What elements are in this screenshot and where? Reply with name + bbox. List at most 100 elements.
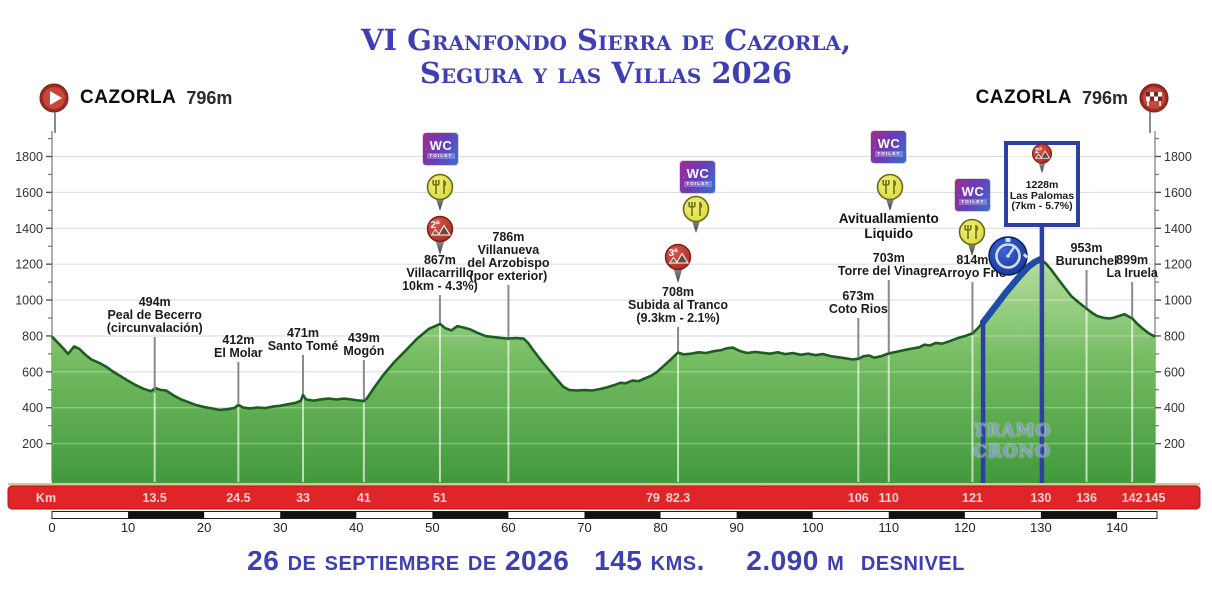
marker-label-line: La Iruela: [1106, 266, 1158, 280]
marker-label-villacarrillo: 867m Villacarrillo 10km - 4.3%): [402, 254, 478, 293]
feed-station-pin-icon: [958, 218, 986, 256]
time-trial-section-label: TRAMO CRONO: [973, 421, 1052, 463]
ruler-number: 60: [501, 520, 515, 535]
page-title: VI Granfondo Sierra de Cazorla, Segura y…: [361, 24, 851, 90]
km-bar: [7, 485, 1201, 510]
person-icon: [873, 146, 875, 148]
category-text: 3ª: [669, 248, 679, 259]
km-bar-value: 130: [1030, 491, 1051, 505]
event-date: 26 de septiembre de 2026: [247, 545, 570, 576]
las-palomas-label-line: (7km - 5.7%): [1011, 200, 1073, 212]
marker-label-arroyo-frio: 814m Arroyo Frio: [938, 254, 1006, 280]
marker-label-line: Subida al Tranco: [628, 298, 729, 312]
start-icon: [39, 83, 69, 113]
ruler-number: 120: [954, 520, 976, 535]
wc-toilet-icon: WC TOILET: [954, 179, 990, 211]
y-axis-label: 600: [22, 365, 43, 379]
marker-label-line: 814m: [956, 253, 989, 267]
feed-station-pin: [426, 173, 454, 218]
km-bar-value: 24.5: [226, 491, 250, 505]
las-palomas-summit-box: 2ª 1228m Las Palomas (7km - 5.7%): [1004, 141, 1080, 227]
y-axis-label: 1600: [1164, 186, 1192, 200]
y-axis-label: 1400: [15, 222, 43, 236]
marker-label-line: 953m: [1070, 241, 1103, 255]
marker-label-burunchel: 953m Burunchel: [1056, 242, 1118, 268]
toilet-text: TOILET: [875, 150, 903, 158]
wc-text: WC: [961, 183, 985, 199]
checkered-flag-icon: [1146, 92, 1162, 106]
km-bar-value: 41: [357, 491, 371, 505]
y-axis-label: 1000: [1164, 294, 1192, 308]
feed-station-pin: [876, 173, 904, 218]
finish-icon: [1139, 83, 1169, 113]
marker-label-line: 867m: [423, 253, 456, 267]
km-bar-value: 121: [962, 491, 983, 505]
ruler-black-segment: [432, 511, 509, 519]
marker-label-line: Coto Rios: [828, 302, 888, 316]
marker-label-santo-tome: 471m Santo Tomé: [268, 327, 339, 353]
mountain-pin: 3ª: [664, 243, 692, 290]
marker-label-line: Mogón: [343, 344, 385, 358]
y-axis-label: 1000: [15, 294, 43, 308]
marker-label-line: 708m: [662, 285, 695, 299]
y-axis-label: 1800: [1164, 150, 1192, 164]
km-bar-value: 82.3: [666, 491, 690, 505]
marker-label-line: 10km - 4.3%): [402, 279, 478, 293]
km-bar-value: 79: [646, 491, 660, 505]
time-trial-segment: [979, 255, 1045, 326]
ruler-black-segment: [888, 511, 965, 519]
ruler-number: 70: [577, 520, 591, 535]
marker-label-line: Santo Tomé: [267, 339, 339, 353]
person-icon: [682, 176, 684, 178]
marker-label-coto-rios: 673m Coto Rios: [829, 290, 888, 316]
marker-label-line: Villacarrillo: [406, 266, 474, 280]
mountain-glyph: [437, 224, 451, 236]
beige-strip: [8, 483, 1200, 486]
ruler-black-segment: [280, 511, 357, 519]
ruler-number: 50: [425, 520, 439, 535]
km-bar-value: 142: [1122, 491, 1143, 505]
feed-station-pin: [682, 195, 710, 240]
marker-label-line: Torre del Vinagre: [837, 264, 940, 278]
ruler-black-segment: [584, 511, 661, 519]
ruler-number: 90: [729, 520, 743, 535]
finish-elevation-label: 796m: [1081, 87, 1128, 108]
marker-label-line: Arroyo Frio: [938, 266, 1007, 280]
mountain-category-pin-icon: 2ª: [1031, 143, 1053, 174]
toilet-text: TOILET: [684, 180, 712, 188]
marker-label-line: El Molar: [214, 346, 263, 360]
title-line1: VI Granfondo Sierra de Cazorla,: [360, 23, 852, 57]
marker-label-line: 471m: [287, 326, 320, 340]
wc-toilet-icon: WC TOILET: [422, 133, 458, 165]
marker-label-line: 899m: [1116, 253, 1149, 267]
km-bar-value: 13.5: [143, 491, 167, 505]
mountain-glyph: [675, 252, 689, 264]
y-axis-label: 1600: [15, 186, 43, 200]
marker-label-peal-de-becerro: 494m Peal de Becerro (circunvalación): [107, 296, 203, 335]
elevation-area: [52, 259, 1155, 483]
ruler-number: 40: [349, 520, 363, 535]
pin-tail: [435, 239, 445, 255]
marker-label-line: 494m: [138, 295, 171, 309]
marker-label-subida-al-tranco: 708m Subida al Tranco (9.3km - 2.1%): [628, 286, 728, 325]
y-axis-label: 200: [22, 437, 43, 451]
feed-station-pin-icon: [426, 173, 454, 211]
feed-station-pin-icon: [876, 173, 904, 211]
marker-label-line: Peal de Becerro: [107, 308, 202, 322]
marker-label-line: 703m: [872, 251, 905, 265]
marker-label-line: Burunchel: [1055, 254, 1118, 268]
mountain-pin: 2ª: [426, 215, 454, 262]
ruler-number: 0: [48, 520, 55, 535]
start-point: CAZORLA 796m: [38, 82, 232, 114]
marker-label-line: 786m: [492, 230, 525, 244]
title-line2: Segura y las Villas 2026: [419, 56, 793, 90]
km-bar-value: 106: [848, 491, 869, 505]
las-palomas-label-line: Las Palomas: [1009, 189, 1075, 202]
marker-label-line: (por exterior): [469, 269, 548, 283]
feed-station-pin: [958, 218, 986, 263]
marker-label-line: Villanueva: [477, 243, 540, 257]
y-axis-label: 1200: [1164, 258, 1192, 272]
toilet-text: TOILET: [959, 198, 987, 206]
ruler-number: 20: [197, 520, 211, 535]
feed-station-pin-icon: [682, 195, 710, 233]
